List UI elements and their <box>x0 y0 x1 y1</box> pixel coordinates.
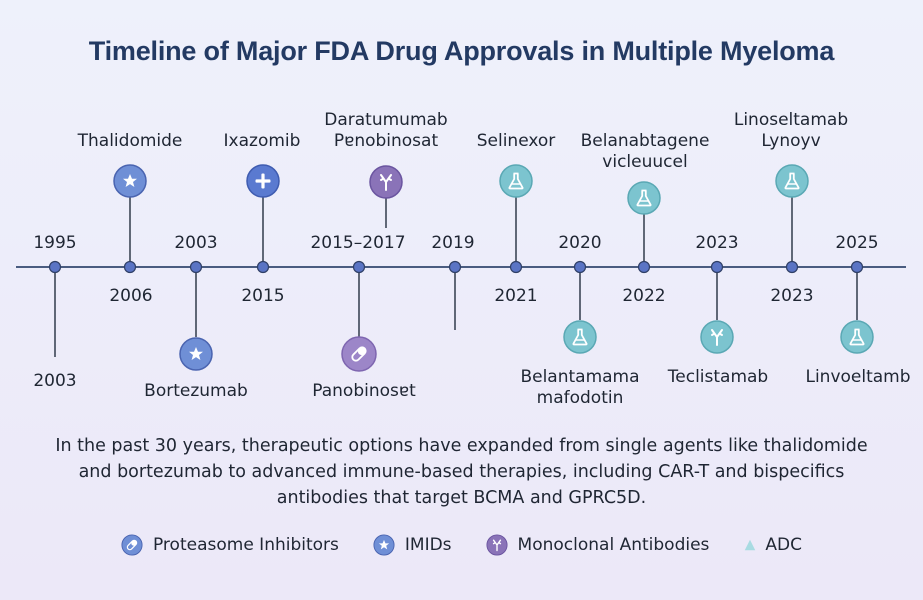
timeline-node <box>710 260 724 274</box>
drug-label-vicleuucel: vicleuucel <box>602 152 687 172</box>
year-label: 2006 <box>109 286 152 306</box>
triangle-icon <box>745 539 756 551</box>
drug-label-selinexor: Selinexor <box>477 131 556 151</box>
legend-label: IMIDs <box>404 535 452 555</box>
description-line: In the past 30 years, therapeutic option… <box>55 436 868 456</box>
antibody-icon <box>486 534 508 556</box>
description-line: and bortezumab to advanced immune-based … <box>78 462 845 482</box>
flask-icon <box>563 320 597 354</box>
year-label: 2023 <box>695 233 738 253</box>
legend-label: Proteasome Inhibitors <box>152 535 339 555</box>
timeline-node <box>573 260 587 274</box>
star-icon <box>179 337 213 371</box>
flask-icon <box>499 164 533 198</box>
capsule-icon <box>341 336 377 372</box>
drug-label-thalidomide: Thalidomide <box>77 131 183 151</box>
timeline-node <box>123 260 137 274</box>
legend-item-proteasome-inhibitors: Proteasome Inhibitors <box>121 534 339 556</box>
year-label: 2025 <box>835 233 878 253</box>
description-line: antibodies that target BCMA and GPRC5D. <box>276 488 647 508</box>
drug-label-panobinosat-top: Pɐnobinosat <box>334 131 439 151</box>
year-label: 2021 <box>494 286 537 306</box>
drug-label-teclistamab: Teclistamab <box>667 367 768 387</box>
year-label: 2003 <box>33 371 76 391</box>
timeline-node <box>256 260 270 274</box>
legend-label: ADC <box>765 535 802 555</box>
antibody-icon <box>369 165 403 199</box>
year-label: 2015 <box>241 286 284 306</box>
timeline-node <box>850 260 864 274</box>
legend-label: Monoclonal Antibodies <box>517 535 710 555</box>
year-label: 2023 <box>770 286 813 306</box>
year-label: 2003 <box>174 233 217 253</box>
year-label: 2020 <box>558 233 601 253</box>
star-icon <box>373 534 395 556</box>
antibody-icon <box>700 320 734 354</box>
connector-lines <box>54 196 858 357</box>
timeline-node <box>785 260 799 274</box>
legend-item-adc: ADC <box>743 535 802 555</box>
drug-label-mafodotin: mafodotin <box>537 388 624 408</box>
drug-label-ixazomib: Ixazomib <box>224 131 301 151</box>
flask-icon <box>840 320 874 354</box>
drug-label-belanabtagene: Belanabtagene <box>581 131 710 151</box>
year-label: 1995 <box>33 233 76 253</box>
timeline-nodes <box>48 260 864 274</box>
timeline-diagram: 1995 2006 2003 2003 2015 2015–2017 2019 … <box>16 110 911 408</box>
drug-label-belantamama: Belantamama <box>520 367 639 387</box>
capsule-icon <box>121 534 143 556</box>
drug-label-daratumumab: Daratumumab <box>324 110 447 130</box>
page-title: Timeline of Major FDA Drug Approvals in … <box>88 36 835 66</box>
timeline-node <box>48 260 62 274</box>
drug-label-panobinosat: Panobinosɐt <box>312 381 416 401</box>
flask-icon <box>775 164 809 198</box>
legend-item-imids: IMIDs <box>373 534 452 556</box>
flask-icon <box>627 181 661 215</box>
year-label: 2022 <box>622 286 665 306</box>
star-icon <box>113 164 147 198</box>
timeline-node <box>637 260 651 274</box>
timeline-node <box>509 260 523 274</box>
description: In the past 30 years, therapeutic option… <box>20 433 903 511</box>
drug-label-linoseltamab: Linoseltamab <box>734 110 848 130</box>
plus-icon <box>246 164 280 198</box>
year-label: 2015–2017 <box>310 233 405 253</box>
timeline-node <box>352 260 366 274</box>
drug-label-bortezumab: Bortezumab <box>144 381 248 401</box>
drug-label-lynoyv: Lynoyv <box>761 131 820 151</box>
timeline-node <box>189 260 203 274</box>
legend-item-monoclonal-antibodies: Monoclonal Antibodies <box>486 534 710 556</box>
timeline-node <box>448 260 462 274</box>
year-label: 2019 <box>431 233 474 253</box>
drug-label-linvoeltamb: Linvoeltamb <box>805 367 910 387</box>
legend: Proteasome Inhibitors IMIDs Monoclonal A… <box>0 534 923 556</box>
